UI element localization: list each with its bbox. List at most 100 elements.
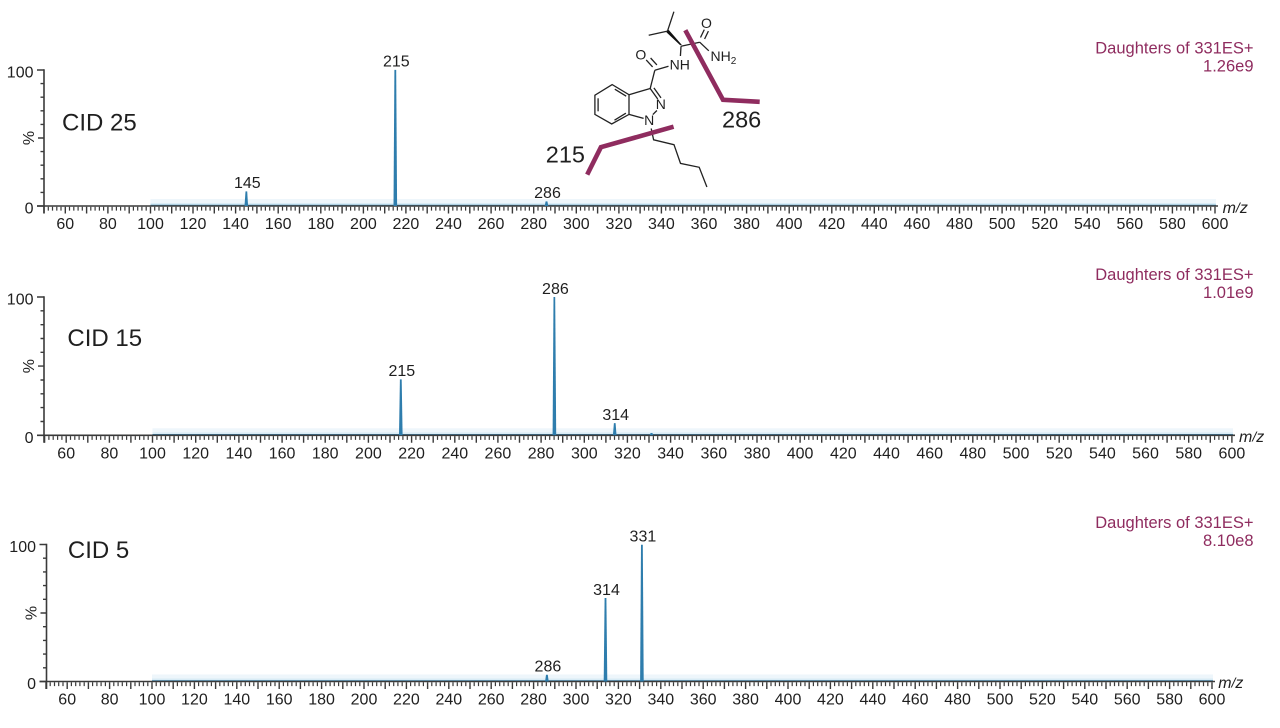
svg-text:340: 340 [657, 446, 684, 463]
svg-text:600: 600 [1202, 216, 1229, 233]
svg-text:100: 100 [9, 539, 36, 556]
svg-text:140: 140 [226, 446, 253, 463]
svg-text:100: 100 [139, 446, 166, 463]
svg-text:500: 500 [989, 216, 1016, 233]
svg-text:240: 240 [435, 216, 462, 233]
svg-text:1.26e9: 1.26e9 [1203, 57, 1253, 75]
svg-text:540: 540 [1071, 692, 1098, 709]
svg-text:260: 260 [485, 446, 512, 463]
svg-text:320: 320 [605, 692, 632, 709]
svg-text:1.01e9: 1.01e9 [1203, 284, 1253, 302]
svg-text:240: 240 [435, 692, 462, 709]
svg-text:m/z: m/z [1223, 200, 1248, 218]
svg-text:60: 60 [56, 216, 74, 233]
svg-text:NH: NH [670, 57, 690, 73]
svg-text:380: 380 [744, 446, 771, 463]
svg-text:520: 520 [1031, 216, 1058, 233]
svg-text:360: 360 [690, 692, 717, 709]
svg-text:200: 200 [351, 692, 378, 709]
svg-text:540: 540 [1089, 446, 1116, 463]
svg-text:400: 400 [775, 692, 802, 709]
svg-text:460: 460 [902, 692, 929, 709]
svg-text:560: 560 [1132, 446, 1159, 463]
svg-text:NH2: NH2 [711, 48, 737, 67]
svg-text:320: 320 [614, 446, 641, 463]
svg-text:286: 286 [542, 281, 569, 298]
svg-text:180: 180 [312, 446, 339, 463]
svg-text:600: 600 [1219, 446, 1246, 463]
svg-text:580: 580 [1159, 216, 1186, 233]
svg-text:180: 180 [307, 216, 334, 233]
svg-text:400: 400 [776, 216, 803, 233]
svg-text:200: 200 [350, 216, 377, 233]
svg-text:220: 220 [398, 446, 425, 463]
svg-text:440: 440 [873, 446, 900, 463]
svg-text:100: 100 [7, 65, 34, 82]
svg-text:440: 440 [859, 692, 886, 709]
svg-text:Daughters of 331ES+: Daughters of 331ES+ [1095, 266, 1253, 284]
svg-text:N: N [644, 112, 654, 128]
svg-text:8.10e8: 8.10e8 [1203, 532, 1253, 550]
svg-text:215: 215 [388, 363, 415, 380]
svg-text:m/z: m/z [1239, 428, 1264, 446]
svg-text:420: 420 [830, 446, 857, 463]
svg-text:480: 480 [959, 446, 986, 463]
svg-text:280: 280 [520, 692, 547, 709]
svg-text:60: 60 [57, 446, 75, 463]
svg-text:80: 80 [101, 692, 119, 709]
svg-text:500: 500 [1003, 446, 1030, 463]
svg-text:420: 420 [818, 216, 845, 233]
svg-text:340: 340 [648, 216, 675, 233]
svg-text:160: 160 [266, 692, 293, 709]
svg-text:%: % [24, 606, 41, 620]
svg-text:520: 520 [1046, 446, 1073, 463]
svg-text:440: 440 [861, 216, 888, 233]
svg-text:60: 60 [58, 692, 76, 709]
svg-text:N: N [656, 96, 666, 112]
svg-text:CID 5: CID 5 [68, 537, 129, 564]
svg-text:260: 260 [478, 216, 505, 233]
svg-text:340: 340 [647, 692, 674, 709]
svg-text:220: 220 [393, 216, 420, 233]
svg-text:300: 300 [563, 216, 590, 233]
svg-text:420: 420 [817, 692, 844, 709]
svg-text:286: 286 [535, 659, 562, 676]
svg-text:0: 0 [27, 676, 36, 693]
svg-text:580: 580 [1156, 692, 1183, 709]
svg-text:360: 360 [700, 446, 727, 463]
svg-text:140: 140 [223, 692, 250, 709]
svg-text:260: 260 [478, 692, 505, 709]
svg-text:0: 0 [25, 430, 34, 447]
svg-text:CID 15: CID 15 [67, 325, 142, 352]
svg-text:145: 145 [234, 175, 261, 192]
svg-text:140: 140 [222, 216, 249, 233]
svg-text:100: 100 [7, 292, 34, 309]
svg-text:280: 280 [528, 446, 555, 463]
svg-text:240: 240 [441, 446, 468, 463]
svg-text:560: 560 [1114, 692, 1141, 709]
svg-text:314: 314 [602, 407, 629, 424]
svg-text:120: 120 [181, 692, 208, 709]
svg-text:%: % [21, 131, 38, 145]
svg-text:80: 80 [101, 446, 119, 463]
svg-text:160: 160 [269, 446, 296, 463]
svg-text:180: 180 [308, 692, 335, 709]
svg-text:560: 560 [1116, 216, 1143, 233]
svg-text:O: O [701, 15, 712, 31]
svg-text:200: 200 [355, 446, 382, 463]
svg-text:215: 215 [546, 141, 585, 167]
svg-text:400: 400 [787, 446, 814, 463]
svg-text:160: 160 [265, 216, 292, 233]
svg-text:0: 0 [25, 201, 34, 218]
svg-text:520: 520 [1029, 692, 1056, 709]
svg-text:500: 500 [987, 692, 1014, 709]
svg-text:%: % [21, 359, 38, 373]
svg-text:331: 331 [630, 529, 657, 546]
svg-text:100: 100 [137, 216, 164, 233]
svg-text:120: 120 [180, 216, 207, 233]
svg-text:286: 286 [534, 185, 561, 202]
svg-text:80: 80 [99, 216, 117, 233]
svg-text:CID 25: CID 25 [62, 110, 137, 137]
svg-text:m/z: m/z [1218, 675, 1243, 693]
svg-text:220: 220 [393, 692, 420, 709]
